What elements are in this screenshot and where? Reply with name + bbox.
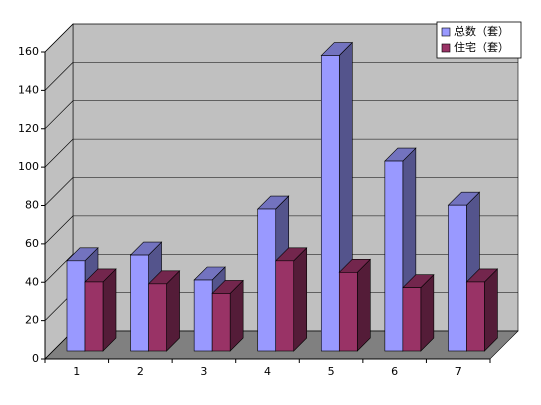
grid-line: [44, 23, 74, 53]
grid-line: [44, 177, 74, 206]
bar: [84, 281, 104, 352]
bar: [448, 204, 467, 352]
bar: [275, 260, 295, 352]
bar-group: [211, 279, 244, 352]
grid-line: [44, 62, 74, 91]
bar-side: [166, 270, 180, 352]
y-tick-label: 0: [32, 352, 39, 365]
grid-line: [44, 100, 74, 129]
x-tick-label: 5: [328, 365, 335, 378]
bar: [66, 260, 86, 352]
y-tick-label: 100: [18, 160, 39, 173]
legend-label: 住宅（套）: [454, 40, 509, 54]
x-tick-label: 3: [200, 365, 207, 378]
x-tick-label: 1: [73, 365, 80, 378]
y-tick-label: 80: [25, 199, 39, 212]
bar: [402, 287, 422, 352]
y-tick-label: 40: [25, 275, 39, 288]
bar-group: [274, 247, 308, 352]
bar-side: [293, 247, 308, 352]
bar: [320, 55, 340, 352]
bar: [384, 160, 404, 352]
bar: [211, 293, 231, 352]
bar-side: [484, 268, 498, 352]
grid-line: [44, 215, 74, 245]
y-tick-label: 20: [25, 314, 39, 327]
bar: [148, 283, 167, 352]
grid-line: [44, 254, 74, 283]
grid-line: [44, 138, 74, 168]
bar: [130, 254, 149, 352]
x-tick-label: 2: [137, 365, 144, 378]
bar: [193, 279, 213, 352]
legend-swatch: [441, 43, 451, 53]
y-tick-label: 60: [25, 237, 39, 250]
bar: [338, 272, 358, 352]
bar-group: [129, 241, 163, 352]
x-tick-label: 4: [264, 365, 271, 378]
x-tick-label: 7: [455, 365, 462, 378]
bar-group: [84, 268, 117, 352]
y-tick-label: 140: [18, 83, 39, 96]
y-tick-label: 120: [18, 122, 39, 135]
bar-side: [102, 268, 117, 352]
bar-group: [338, 258, 372, 352]
bar-group: [147, 270, 181, 352]
bar-group: [402, 273, 435, 352]
bar: [466, 281, 485, 352]
legend-label: 总数（套）: [454, 24, 509, 38]
bar-group: [465, 268, 499, 352]
legend-swatch: [441, 27, 451, 37]
legend: [436, 21, 522, 59]
bar: [257, 208, 277, 352]
x-tick-label: 6: [391, 365, 398, 378]
bar-side: [356, 258, 371, 352]
y-tick-label: 160: [18, 45, 39, 58]
